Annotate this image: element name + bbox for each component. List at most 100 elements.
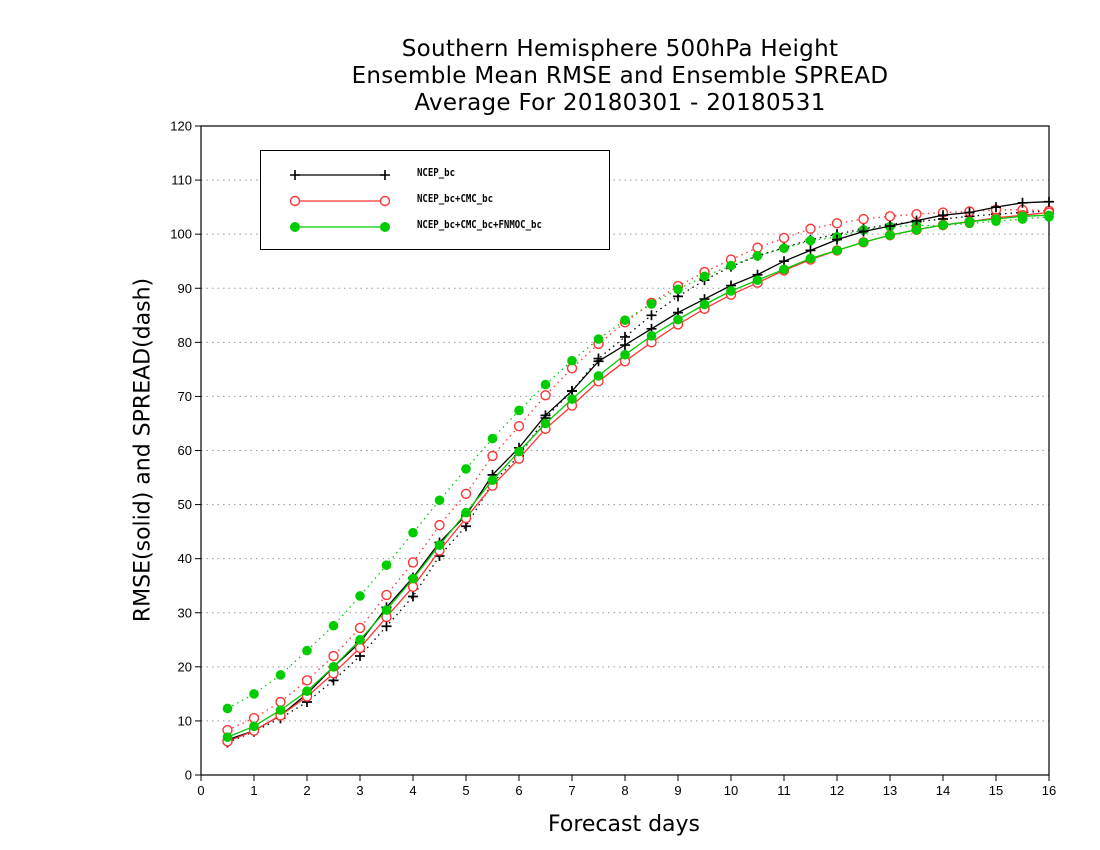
rmse-point-ncep-bc-cmc-bc-fnmoc-bc-13 bbox=[567, 394, 577, 404]
y-axis-label: RMSE(solid) and SPREAD(dash) bbox=[130, 277, 156, 623]
spread-point-ncep-bc-16 bbox=[646, 310, 657, 321]
rmse-point-ncep-bc-cmc-bc-fnmoc-bc-15 bbox=[620, 349, 630, 360]
spread-point-ncep-bc-cmc-bc-fnmoc-bc-11 bbox=[514, 405, 524, 416]
legend-label-ncep-bc: NCEP_bc bbox=[417, 166, 456, 179]
rmse-line-ncep-bc bbox=[227, 201, 1050, 741]
legend-item-ncep-bc-cmc-bc-fnmoc-bc: NCEP_bc+CMC_bc+FNMOC_bc bbox=[261, 215, 609, 239]
rmse-point-ncep-bc-cmc-bc-fnmoc-bc-24 bbox=[858, 237, 869, 248]
spread-point-ncep-bc-cmc-bc-22 bbox=[805, 223, 816, 234]
rmse-point-ncep-bc-14 bbox=[593, 356, 604, 367]
legend-swatch-ncep-bc-cmc-bc-fnmoc-bc bbox=[290, 222, 390, 232]
rmse-point-ncep-bc-cmc-bc-fnmoc-bc-21 bbox=[779, 264, 789, 275]
spread-point-ncep-bc-cmc-bc-4 bbox=[328, 650, 339, 662]
y-tick-label-90: 90 bbox=[178, 281, 192, 296]
rmse-line-ncep-bc-cmc-bc-fnmoc-bc bbox=[227, 214, 1050, 738]
spread-point-ncep-bc-cmc-bc-fnmoc-bc-6 bbox=[381, 560, 392, 570]
x-tick-label-4: 4 bbox=[409, 783, 416, 798]
rmse-point-ncep-bc-29 bbox=[991, 202, 1001, 213]
rmse-point-ncep-bc-24 bbox=[858, 226, 869, 237]
spread-point-ncep-bc-cmc-bc-fnmoc-bc-12 bbox=[540, 379, 551, 390]
rmse-point-ncep-bc-cmc-bc-fnmoc-bc-23 bbox=[832, 245, 842, 256]
rmse-point-ncep-bc-27 bbox=[938, 210, 948, 221]
rmse-point-ncep-bc-cmc-bc-fnmoc-bc-7 bbox=[408, 573, 418, 584]
y-tick-label-10: 10 bbox=[178, 713, 192, 728]
spread-point-ncep-bc-cmc-bc-fnmoc-bc-4 bbox=[328, 620, 339, 631]
rmse-point-ncep-bc-cmc-bc-fnmoc-bc-10 bbox=[487, 475, 498, 486]
rmse-point-ncep-bc-cmc-bc-fnmoc-bc-31 bbox=[1044, 210, 1054, 221]
spread-point-ncep-bc-cmc-bc-25 bbox=[884, 211, 896, 222]
y-tick-label-30: 30 bbox=[178, 605, 192, 620]
spread-point-ncep-bc-cmc-bc-fnmoc-bc-13 bbox=[567, 355, 577, 366]
chart-title-line-1: Southern Hemisphere 500hPa Height bbox=[401, 36, 839, 62]
x-tick-label-2: 2 bbox=[303, 783, 310, 798]
rmse-point-ncep-bc-cmc-bc-fnmoc-bc-16 bbox=[646, 331, 657, 341]
x-tick-label-9: 9 bbox=[674, 783, 681, 798]
legend-swatch-ncep-bc bbox=[290, 170, 390, 180]
spread-point-ncep-bc-cmc-bc-fnmoc-bc-1 bbox=[249, 689, 259, 699]
spread-point-ncep-bc-cmc-bc-fnmoc-bc-5 bbox=[355, 591, 365, 601]
rmse-point-ncep-bc-cmc-bc-fnmoc-bc-28 bbox=[964, 216, 975, 227]
rmse-point-ncep-bc-31 bbox=[1044, 196, 1054, 207]
spread-point-ncep-bc-cmc-bc-fnmoc-bc-2 bbox=[275, 670, 286, 680]
y-tick-label-20: 20 bbox=[178, 659, 192, 674]
rmse-point-ncep-bc-cmc-bc-fnmoc-bc-14 bbox=[593, 371, 604, 381]
spread-point-ncep-bc-cmc-bc-1 bbox=[248, 713, 260, 724]
legend-label-ncep-bc-cmc-bc: NCEP_bc+CMC_bc bbox=[417, 192, 494, 205]
legend-item-ncep-bc-cmc-bc: NCEP_bc+CMC_bc bbox=[261, 189, 609, 213]
x-tick-label-10: 10 bbox=[724, 783, 738, 798]
rmse-point-ncep-bc-26 bbox=[911, 215, 922, 226]
rmse-point-ncep-bc-cmc-bc-fnmoc-bc-11 bbox=[514, 446, 524, 457]
series-lines bbox=[222, 196, 1055, 748]
rmse-point-ncep-bc-cmc-bc-fnmoc-bc-5 bbox=[355, 634, 365, 645]
spread-line-ncep-bc-cmc-bc-fnmoc-bc bbox=[227, 216, 1050, 710]
rmse-point-ncep-bc-cmc-bc-fnmoc-bc-18 bbox=[699, 299, 710, 310]
spread-point-ncep-bc-cmc-bc-11 bbox=[513, 420, 525, 432]
chart-title-line-2: Ensemble Mean RMSE and Ensemble SPREAD bbox=[351, 63, 889, 89]
x-tick-label-1: 1 bbox=[250, 783, 257, 798]
spread-point-ncep-bc-cmc-bc-10 bbox=[487, 450, 498, 462]
spread-point-ncep-bc-cmc-bc-fnmoc-bc-15 bbox=[620, 315, 630, 325]
y-tick-label-110: 110 bbox=[171, 173, 192, 188]
spread-point-ncep-bc-cmc-bc-21 bbox=[778, 232, 790, 244]
spread-point-ncep-bc-cmc-bc-23 bbox=[831, 218, 843, 229]
x-axis-label: Forecast days bbox=[547, 812, 701, 837]
y-tick-label-70: 70 bbox=[178, 389, 192, 404]
spread-point-ncep-bc-cmc-bc-8 bbox=[434, 519, 445, 531]
rmse-point-ncep-bc-cmc-bc-fnmoc-bc-6 bbox=[381, 605, 392, 615]
rmse-point-ncep-bc-cmc-bc-fnmoc-bc-20 bbox=[752, 275, 763, 285]
spread-point-ncep-bc-cmc-bc-fnmoc-bc-21 bbox=[779, 243, 789, 254]
x-tick-label-7: 7 bbox=[568, 783, 575, 798]
y-tick-label-80: 80 bbox=[178, 335, 192, 350]
rmse-point-ncep-bc-cmc-bc-fnmoc-bc-19 bbox=[726, 286, 736, 296]
rmse-point-ncep-bc-cmc-bc-fnmoc-bc-9 bbox=[461, 507, 471, 518]
rmse-point-ncep-bc-23 bbox=[832, 234, 842, 245]
rmse-point-ncep-bc-cmc-bc-fnmoc-bc-27 bbox=[938, 220, 948, 230]
spread-point-ncep-bc-cmc-bc-6 bbox=[381, 589, 392, 601]
spread-point-ncep-bc-cmc-bc-9 bbox=[460, 488, 472, 499]
spread-line-ncep-bc bbox=[227, 210, 1050, 744]
rmse-point-ncep-bc-15 bbox=[620, 340, 630, 351]
spread-point-ncep-bc-7 bbox=[408, 591, 418, 602]
spread-point-ncep-bc-cmc-bc-3 bbox=[301, 675, 313, 686]
rmse-point-ncep-bc-cmc-bc-fnmoc-bc-3 bbox=[302, 686, 312, 696]
rmse-point-ncep-bc-cmc-bc-fnmoc-bc-30 bbox=[1017, 211, 1028, 222]
spread-point-ncep-bc-cmc-bc-5 bbox=[354, 622, 366, 634]
x-tick-label-11: 11 bbox=[777, 783, 791, 798]
spread-point-ncep-bc-6 bbox=[381, 621, 392, 632]
x-tick-label-13: 13 bbox=[883, 783, 897, 798]
spread-point-ncep-bc-cmc-bc-fnmoc-bc-0 bbox=[222, 703, 233, 714]
x-tick-label-15: 15 bbox=[989, 783, 1003, 798]
x-tick-label-5: 5 bbox=[462, 783, 469, 798]
rmse-point-ncep-bc-30 bbox=[1017, 197, 1028, 208]
rmse-point-ncep-bc-cmc-bc-fnmoc-bc-2 bbox=[275, 705, 286, 715]
y-tick-label-100: 100 bbox=[170, 227, 192, 242]
spread-point-ncep-bc-cmc-bc-20 bbox=[752, 242, 763, 253]
rmse-point-ncep-bc-cmc-bc-fnmoc-bc-26 bbox=[911, 225, 922, 235]
rmse-point-ncep-bc-cmc-bc-fnmoc-bc-17 bbox=[673, 314, 683, 325]
x-tick-label-14: 14 bbox=[936, 783, 950, 798]
rmse-point-ncep-bc-28 bbox=[964, 207, 975, 218]
spread-point-ncep-bc-cmc-bc-12 bbox=[540, 390, 551, 401]
rmse-point-ncep-bc-cmc-bc-7 bbox=[407, 581, 419, 592]
x-tick-label-0: 0 bbox=[197, 783, 204, 798]
